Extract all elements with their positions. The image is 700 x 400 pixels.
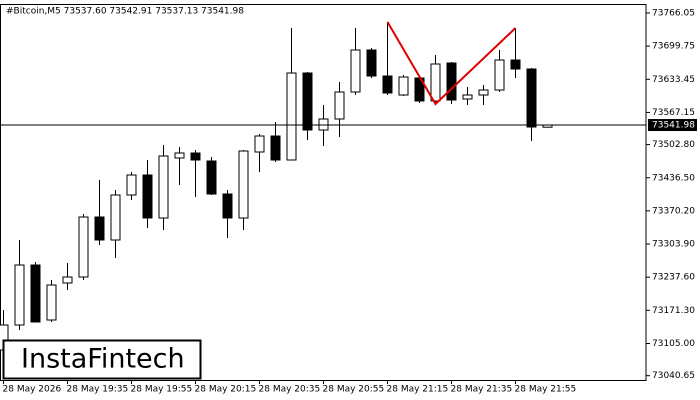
y-tick-label: 73633.45 xyxy=(652,75,695,85)
candle-body xyxy=(190,152,201,161)
candle-body xyxy=(510,59,521,70)
x-tick-label: 28 May 21:35 xyxy=(451,385,513,395)
x-tick-label: 28 May 20:55 xyxy=(323,385,385,395)
watermark: InstaFintech xyxy=(21,344,185,375)
y-tick-label: 73105.00 xyxy=(652,339,695,349)
x-tick-label: 28 May 20:35 xyxy=(259,385,321,395)
y-tick-label: 73567.15 xyxy=(652,108,695,118)
x-tick-label: 28 May 21:55 xyxy=(515,385,577,395)
candle-body xyxy=(206,160,217,195)
candle-body xyxy=(494,59,505,91)
candle-body xyxy=(78,216,89,278)
candle-body xyxy=(30,264,41,323)
pattern-line xyxy=(386,21,517,106)
candle-body xyxy=(238,150,249,219)
candle-body xyxy=(350,49,361,93)
x-tick-label: 28 May 20:15 xyxy=(195,385,257,395)
candle-body xyxy=(142,174,153,219)
candle-body xyxy=(382,75,393,94)
y-tick-label: 73766.05 xyxy=(652,8,695,18)
x-tick-label: 28 May 19:55 xyxy=(131,385,193,395)
candle-body xyxy=(254,135,265,153)
candle-body xyxy=(398,76,409,96)
price-label: 73541.98 xyxy=(652,121,695,131)
candle-body xyxy=(478,89,489,96)
candle-body xyxy=(174,152,185,159)
price-label-box xyxy=(648,119,697,132)
y-tick-label: 73502.80 xyxy=(652,140,695,150)
candle-body xyxy=(462,94,473,100)
y-tick-label: 73303.90 xyxy=(652,240,695,250)
candle-body xyxy=(46,284,57,321)
y-tick-label: 73237.60 xyxy=(652,273,695,283)
candle-body xyxy=(222,193,233,219)
candle-body xyxy=(366,49,377,77)
chart-title: #Bitcoin,M5 73537.60 73542.91 73537.13 7… xyxy=(6,7,244,17)
candle-body xyxy=(270,135,281,161)
candle-body xyxy=(446,62,457,101)
y-tick-label: 73040.65 xyxy=(652,371,695,381)
candle-body xyxy=(430,63,441,102)
y-tick-label: 73370.20 xyxy=(652,206,695,216)
candle-body xyxy=(302,72,313,131)
candle-body xyxy=(158,155,169,219)
candle-body xyxy=(286,72,297,161)
x-tick-label: 28 May 21:15 xyxy=(387,385,449,395)
y-tick-label: 73171.30 xyxy=(652,306,695,316)
watermark-box xyxy=(2,339,202,380)
candle-body xyxy=(110,194,121,241)
x-tick-label: 28 May 2026 xyxy=(3,385,62,395)
y-tick-label: 73436.50 xyxy=(652,173,695,183)
candle-body xyxy=(62,276,73,284)
candle-body xyxy=(126,174,137,196)
candle-body xyxy=(526,68,537,128)
candle-body xyxy=(334,91,345,120)
y-tick-label: 73699.75 xyxy=(652,42,695,52)
candle-body xyxy=(94,216,105,241)
x-tick-label: 28 May 19:35 xyxy=(67,385,129,395)
candle-body xyxy=(14,264,25,326)
candle-body xyxy=(318,118,329,131)
